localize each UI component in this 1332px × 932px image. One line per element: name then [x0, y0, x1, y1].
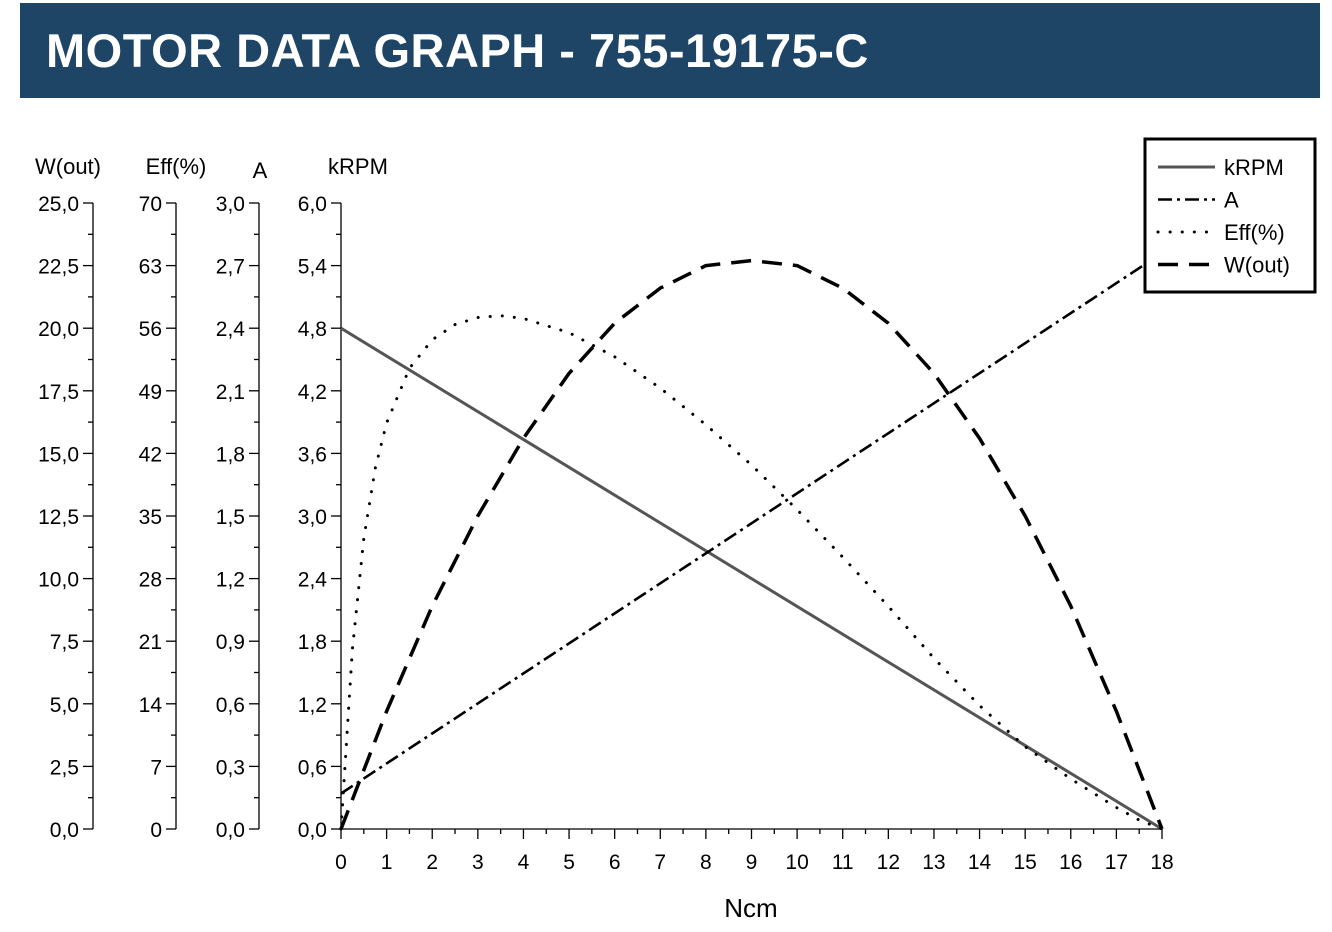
y-tick-label-eff: 7: [150, 756, 162, 779]
y-tick-label-w: 7,5: [50, 631, 79, 654]
y-tick-label-eff: 0: [150, 819, 162, 842]
series-line-w: [339, 258, 1164, 830]
y-tick-label-a: 3,0: [216, 193, 245, 216]
y-tick-label-w: 25,0: [38, 193, 79, 216]
y-tick-label-a: 0,3: [216, 756, 245, 779]
x-tick-label: 11: [832, 851, 854, 874]
y-axis-w: 0,0 2,5 5,0 7,5 10,0 12,5 15,0 17,5 20,0 22,5 25,0…: [35, 154, 101, 842]
y-tick-label-w: 2,5: [50, 756, 79, 779]
y-tick-label-krpm: 3,0: [298, 506, 327, 529]
y-axis-title-eff: Eff(%): [146, 154, 207, 179]
y-tick-label-krpm: 1,8: [298, 631, 327, 654]
x-tick-label: 8: [700, 851, 712, 874]
x-tick-label: 3: [472, 851, 484, 874]
x-tick-label: 6: [609, 851, 621, 874]
y-tick-label-krpm: 6,0: [298, 193, 327, 216]
series-line-krpm: [340, 326, 1163, 831]
y-axis-a: 0,0 0,3 0,6 0,9 1,2 1,5 1,8 2,1 2,4 2,7 3,0 A: [216, 158, 268, 842]
x-tick-label: 2: [426, 851, 438, 874]
y-tick-label-krpm: 0,6: [298, 756, 327, 779]
y-tick-label-eff: 14: [139, 694, 163, 717]
x-tick-label: 15: [1013, 851, 1036, 874]
y-tick-label-krpm: 1,2: [298, 694, 327, 717]
y-tick-label-a: 1,2: [216, 569, 245, 592]
y-tick-label-w: 5,0: [50, 694, 79, 717]
y-axis-title-krpm: kRPM: [328, 154, 388, 179]
y-tick-label-w: 22,5: [38, 256, 79, 279]
y-tick-label-a: 2,1: [216, 381, 245, 404]
y-tick-label-a: 1,8: [216, 443, 245, 466]
y-tick-label-eff: 28: [139, 569, 162, 592]
y-tick-label-w: 0,0: [50, 819, 79, 842]
y-tick-label-a: 0,6: [216, 694, 245, 717]
y-tick-label-eff: 21: [139, 631, 162, 654]
y-tick-label-a: 0,0: [216, 819, 245, 842]
title-banner: MOTOR DATA GRAPH - 755-19175-C: [20, 3, 1320, 98]
y-tick-label-a: 0,9: [216, 631, 245, 654]
y-axis-title-w: W(out): [35, 154, 101, 179]
y-tick-label-krpm: 2,4: [298, 569, 328, 592]
legend-label-eff: Eff(%): [1224, 220, 1285, 245]
y-tick-label-w: 20,0: [38, 318, 79, 341]
legend-label-a: A: [1224, 188, 1239, 213]
y-tick-label-w: 12,5: [38, 506, 79, 529]
y-tick-label-eff: 56: [139, 318, 162, 341]
y-tick-label-eff: 49: [139, 381, 162, 404]
legend: kRPM A Eff(%) W(out): [1143, 137, 1317, 294]
y-tick-label-eff: 63: [139, 256, 162, 279]
y-tick-label-krpm: 4,8: [298, 318, 327, 341]
x-tick-label: 13: [922, 851, 945, 874]
x-tick-label: 17: [1105, 851, 1128, 874]
y-tick-label-krpm: 5,4: [298, 256, 328, 279]
legend-label-krpm: kRPM: [1224, 155, 1284, 180]
x-tick-label: 10: [785, 851, 808, 874]
x-tick-label: 4: [518, 851, 530, 874]
x-tick-label: 1: [381, 851, 393, 874]
x-tick-label: 7: [654, 851, 666, 874]
y-tick-label-krpm: 3,6: [298, 443, 327, 466]
x-tick-label: 5: [563, 851, 575, 874]
x-tick-label: 9: [746, 851, 758, 874]
y-axes: 0,0 2,5 5,0 7,5 10,0 12,5 15,0 17,5 20,0 22,5 25,0…: [35, 154, 388, 842]
y-tick-label-a: 2,4: [216, 318, 246, 341]
y-tick-label-w: 10,0: [38, 569, 79, 592]
x-tick-label: 16: [1059, 851, 1082, 874]
y-axis-eff: 0 7 14 21 28 35 42 49 56 63 70 Eff(%): [139, 154, 207, 842]
y-tick-label-krpm: 4,2: [298, 381, 327, 404]
series-lines: [339, 252, 1164, 831]
x-tick-label: 0: [335, 851, 347, 874]
x-tick-label: 14: [968, 851, 992, 874]
x-axis-title: Ncm: [724, 893, 777, 923]
y-tick-label-w: 15,0: [38, 443, 79, 466]
y-tick-label-krpm: 0,0: [298, 819, 327, 842]
y-tick-label-w: 17,5: [38, 381, 79, 404]
series-line-eff: [339, 314, 1164, 831]
legend-label-w: W(out): [1224, 253, 1290, 278]
series-line-a: [340, 252, 1163, 795]
y-tick-label-eff: 70: [139, 193, 162, 216]
y-tick-label-eff: 42: [139, 443, 162, 466]
y-tick-label-a: 2,7: [216, 256, 245, 279]
y-tick-label-a: 1,5: [216, 506, 245, 529]
legend-box: [1143, 137, 1317, 294]
y-axis-title-a: A: [253, 158, 268, 183]
page-title: MOTOR DATA GRAPH - 755-19175-C: [46, 24, 869, 77]
x-tick-label: 18: [1150, 851, 1173, 874]
x-tick-label: 12: [877, 851, 900, 874]
y-tick-label-eff: 35: [139, 506, 162, 529]
